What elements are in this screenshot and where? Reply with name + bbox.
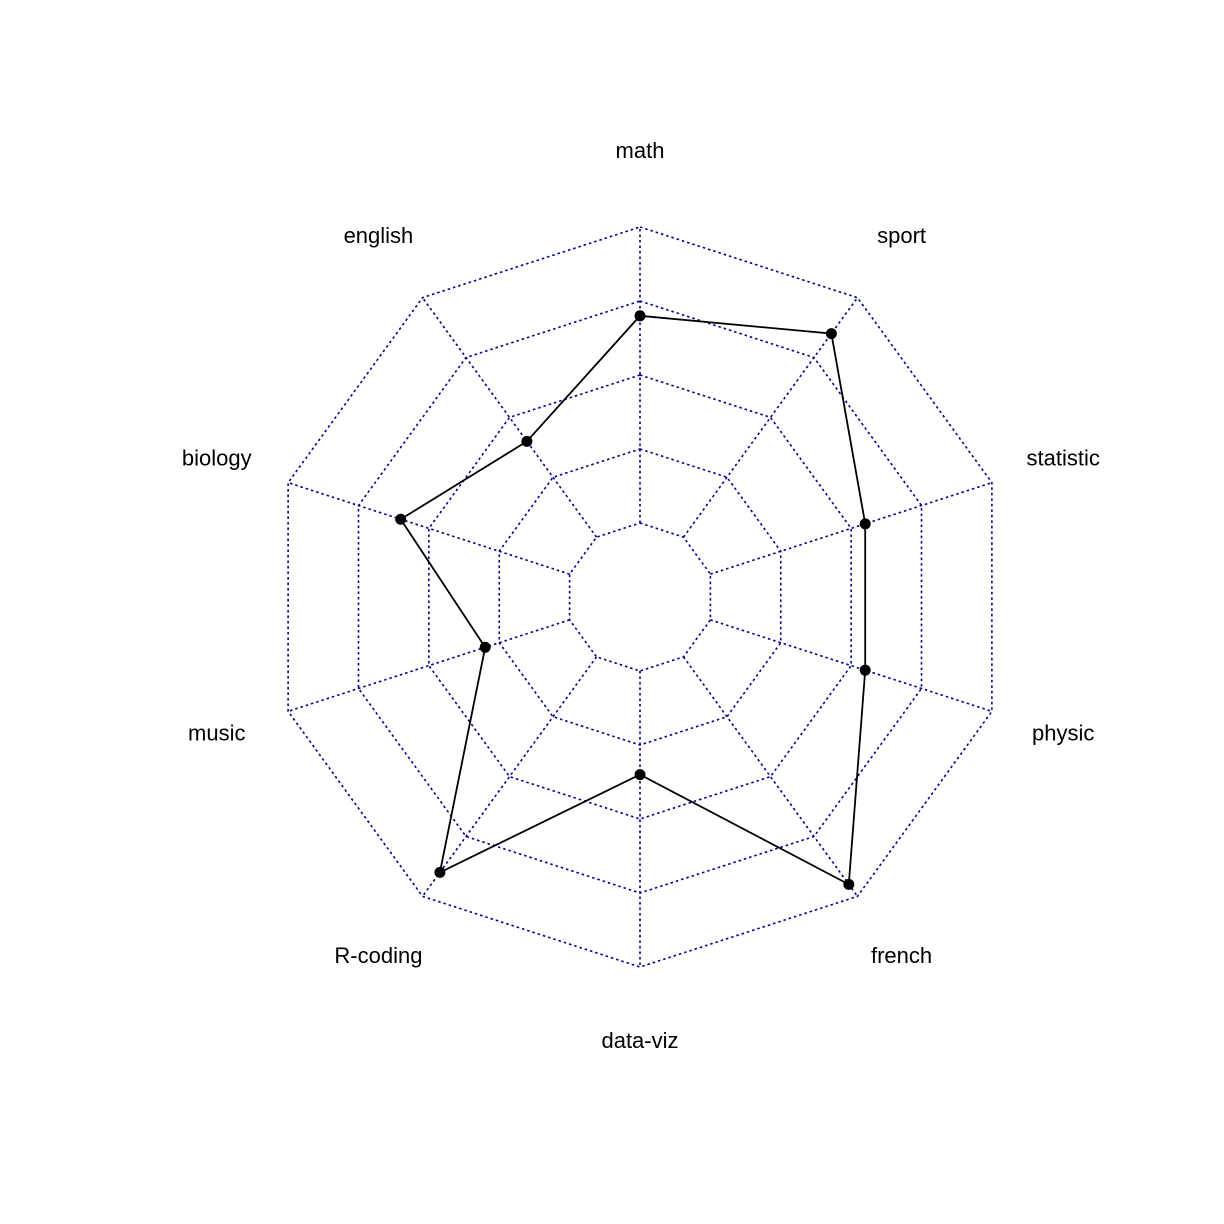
series-line-1 — [399, 314, 867, 886]
grid-spoke-french — [682, 656, 859, 897]
axis-label-biology: biology — [182, 445, 252, 470]
grid-spoke-statistic — [710, 481, 993, 575]
grid-spoke-R-coding — [421, 656, 598, 897]
axis-label-sport: sport — [877, 223, 926, 248]
axis-label-R-coding: R-coding — [334, 943, 422, 968]
data-point-data-viz — [634, 769, 646, 781]
grid-ring-5 — [287, 226, 993, 968]
grid-ring-3 — [428, 374, 852, 820]
data-point-french — [843, 878, 855, 890]
axis-labels: math sport statistic physic french data-viz R-… — [182, 138, 1100, 1053]
axis-label-data-viz: data-viz — [601, 1028, 678, 1053]
data-point-biology — [395, 513, 407, 525]
data-point-math — [634, 310, 646, 322]
grid-spoke-english — [421, 297, 598, 538]
axis-label-english: english — [344, 223, 414, 248]
axis-label-physic: physic — [1032, 720, 1094, 745]
axis-label-french: french — [871, 943, 932, 968]
axis-label-math: math — [616, 138, 665, 163]
grid-ring-1 — [568, 522, 712, 672]
data-point-music — [479, 641, 491, 653]
data-point-physic — [859, 664, 871, 676]
radar-grid — [287, 226, 993, 968]
axis-label-music: music — [188, 720, 245, 745]
data-point-R-coding — [434, 866, 446, 878]
data-point-english — [521, 435, 533, 447]
data-point-sport — [825, 328, 837, 340]
data-point-statistic — [859, 518, 871, 530]
axis-label-statistic: statistic — [1027, 445, 1100, 470]
radar-series — [395, 310, 871, 890]
